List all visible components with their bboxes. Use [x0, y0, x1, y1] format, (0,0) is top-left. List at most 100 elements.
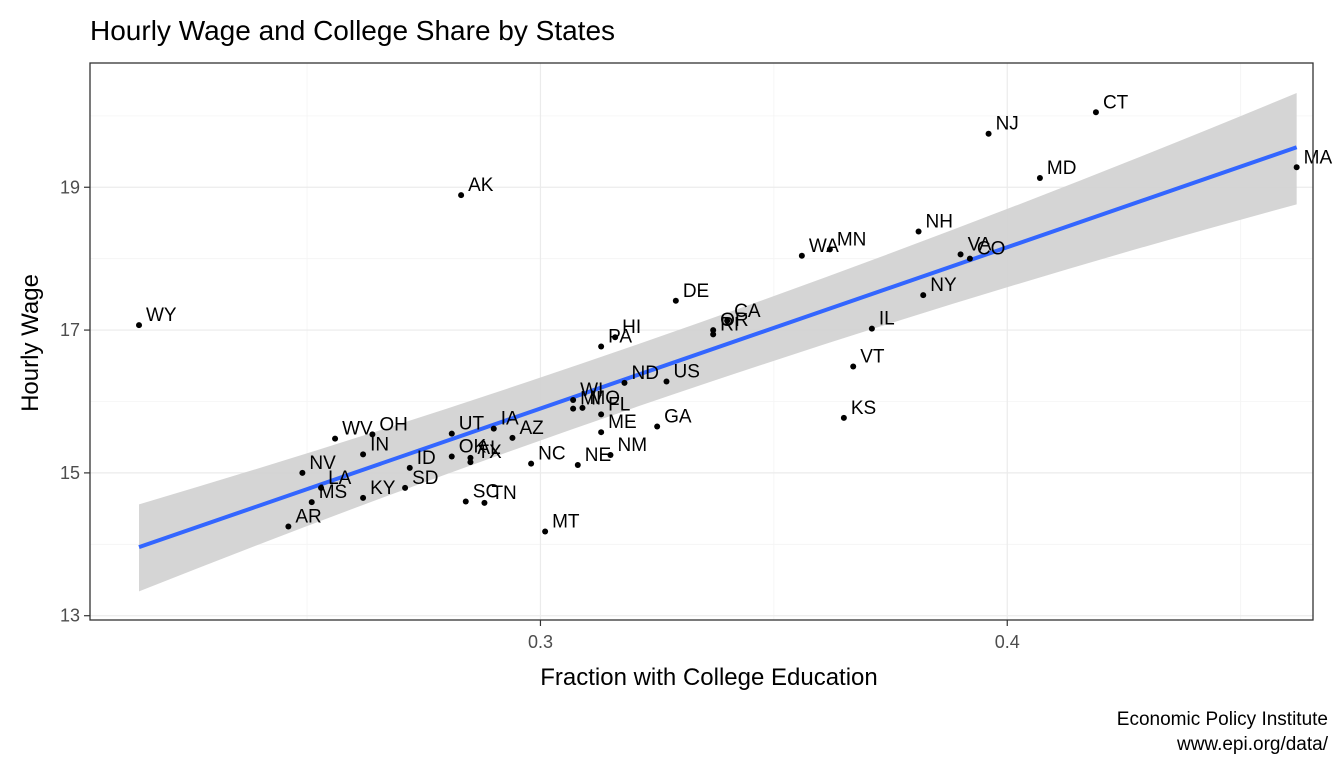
- data-point-mt: [542, 528, 549, 535]
- data-point-al: [467, 454, 474, 461]
- regression-line: [138, 145, 1298, 550]
- data-point-wy: [136, 322, 143, 329]
- data-point-ky: [360, 494, 367, 501]
- data-point-me: [598, 429, 605, 436]
- data-point-md: [1036, 174, 1043, 181]
- point-label-or: OR: [720, 310, 749, 331]
- point-label-ia: IA: [501, 409, 519, 430]
- point-label-sd: SD: [412, 468, 438, 489]
- point-label-nc: NC: [538, 444, 565, 465]
- data-point-in: [360, 451, 367, 458]
- x-axis-ticks: 0.3 0.4: [528, 620, 1020, 652]
- data-point-us: [663, 378, 670, 385]
- data-point-ny: [920, 292, 927, 299]
- data-point-tx: [467, 459, 474, 466]
- y-axis-ticks: 13 15 17 19: [60, 177, 90, 626]
- point-label-sc: SC: [473, 481, 499, 502]
- point-label-ar: AR: [295, 506, 321, 527]
- point-label-ny: NY: [930, 275, 957, 296]
- data-point-fl: [598, 411, 605, 418]
- point-label-mo: MO: [589, 388, 620, 409]
- point-label-mt: MT: [552, 511, 580, 532]
- data-point-oh: [369, 431, 376, 438]
- point-label-pa: PA: [608, 326, 632, 347]
- point-label-ct: CT: [1103, 92, 1129, 113]
- point-label-va: VA: [968, 234, 992, 255]
- point-label-fl: FL: [608, 394, 630, 415]
- data-point-de: [672, 297, 679, 304]
- caption-url: www.epi.org/data/: [1176, 734, 1329, 755]
- point-label-ne: NE: [585, 445, 611, 466]
- confidence-band: [139, 92, 1297, 592]
- data-point-tn: [481, 499, 488, 506]
- data-point-ma: [1293, 164, 1300, 171]
- point-label-id: ID: [417, 448, 436, 469]
- point-label-la: LA: [328, 468, 352, 489]
- point-label-ok: OK: [459, 436, 487, 457]
- data-point-sd: [402, 484, 409, 491]
- point-label-wy: WY: [146, 305, 177, 326]
- data-point-ut: [448, 430, 455, 437]
- data-point-nj: [985, 130, 992, 137]
- point-label-ri: RI: [720, 314, 739, 335]
- data-point-ct: [1092, 109, 1099, 116]
- point-label-az: AZ: [519, 418, 544, 439]
- point-label-ca: CA: [734, 301, 761, 322]
- data-point-ok: [448, 453, 455, 460]
- data-point-la: [318, 484, 325, 491]
- point-label-tn: TN: [491, 483, 516, 504]
- trend-line: [138, 145, 1298, 550]
- data-point-nc: [528, 460, 535, 467]
- data-point-nm: [607, 452, 614, 459]
- point-label-ks: KS: [851, 398, 876, 419]
- x-tick-label: 0.3: [528, 632, 553, 652]
- point-label-wv: WV: [342, 419, 373, 440]
- point-label-nd: ND: [631, 363, 658, 384]
- point-label-al: AL: [477, 438, 500, 459]
- data-point-sc: [462, 498, 469, 505]
- point-label-de: DE: [683, 281, 709, 302]
- data-point-ia: [490, 425, 497, 432]
- point-label-wi: WI: [580, 380, 603, 401]
- point-label-mi: MI: [580, 389, 601, 410]
- data-point-mn: [826, 246, 833, 253]
- point-label-nv: NV: [309, 453, 336, 474]
- data-point-ar: [285, 523, 292, 530]
- data-point-ak: [458, 192, 465, 199]
- data-point-co: [966, 255, 973, 262]
- point-label-in: IN: [370, 434, 389, 455]
- data-point-mo: [579, 404, 586, 411]
- data-point-ca: [724, 317, 731, 324]
- point-label-ut: UT: [459, 414, 485, 435]
- point-label-tx: TX: [477, 442, 502, 463]
- data-point-nh: [915, 228, 922, 235]
- point-label-vt: VT: [860, 346, 885, 367]
- y-tick-label: 15: [60, 463, 80, 483]
- point-label-ak: AK: [468, 175, 494, 196]
- point-label-ga: GA: [664, 406, 692, 427]
- data-point-ms: [308, 499, 315, 506]
- y-axis-title: Hourly Wage: [17, 274, 44, 412]
- point-label-mn: MN: [837, 229, 867, 250]
- data-point-id: [406, 464, 413, 471]
- data-point-wv: [332, 435, 339, 442]
- data-point-ne: [574, 462, 581, 469]
- y-tick-label: 19: [60, 177, 80, 197]
- data-point-wa: [798, 252, 805, 259]
- data-point-pa: [598, 343, 605, 350]
- y-tick-label: 13: [60, 606, 80, 626]
- point-label-hi: HI: [622, 317, 641, 338]
- point-label-ma: MA: [1304, 147, 1333, 168]
- point-label-us: US: [673, 361, 699, 382]
- y-tick-label: 17: [60, 320, 80, 340]
- data-point-nv: [299, 469, 306, 476]
- point-label-nh: NH: [926, 212, 953, 233]
- data-point-va: [957, 251, 964, 258]
- chart-title: Hourly Wage and College Share by States: [90, 15, 615, 46]
- point-label-nj: NJ: [996, 114, 1019, 135]
- data-point-nd: [621, 379, 628, 386]
- confidence-band-area: [139, 92, 1297, 592]
- x-tick-label: 0.4: [995, 632, 1020, 652]
